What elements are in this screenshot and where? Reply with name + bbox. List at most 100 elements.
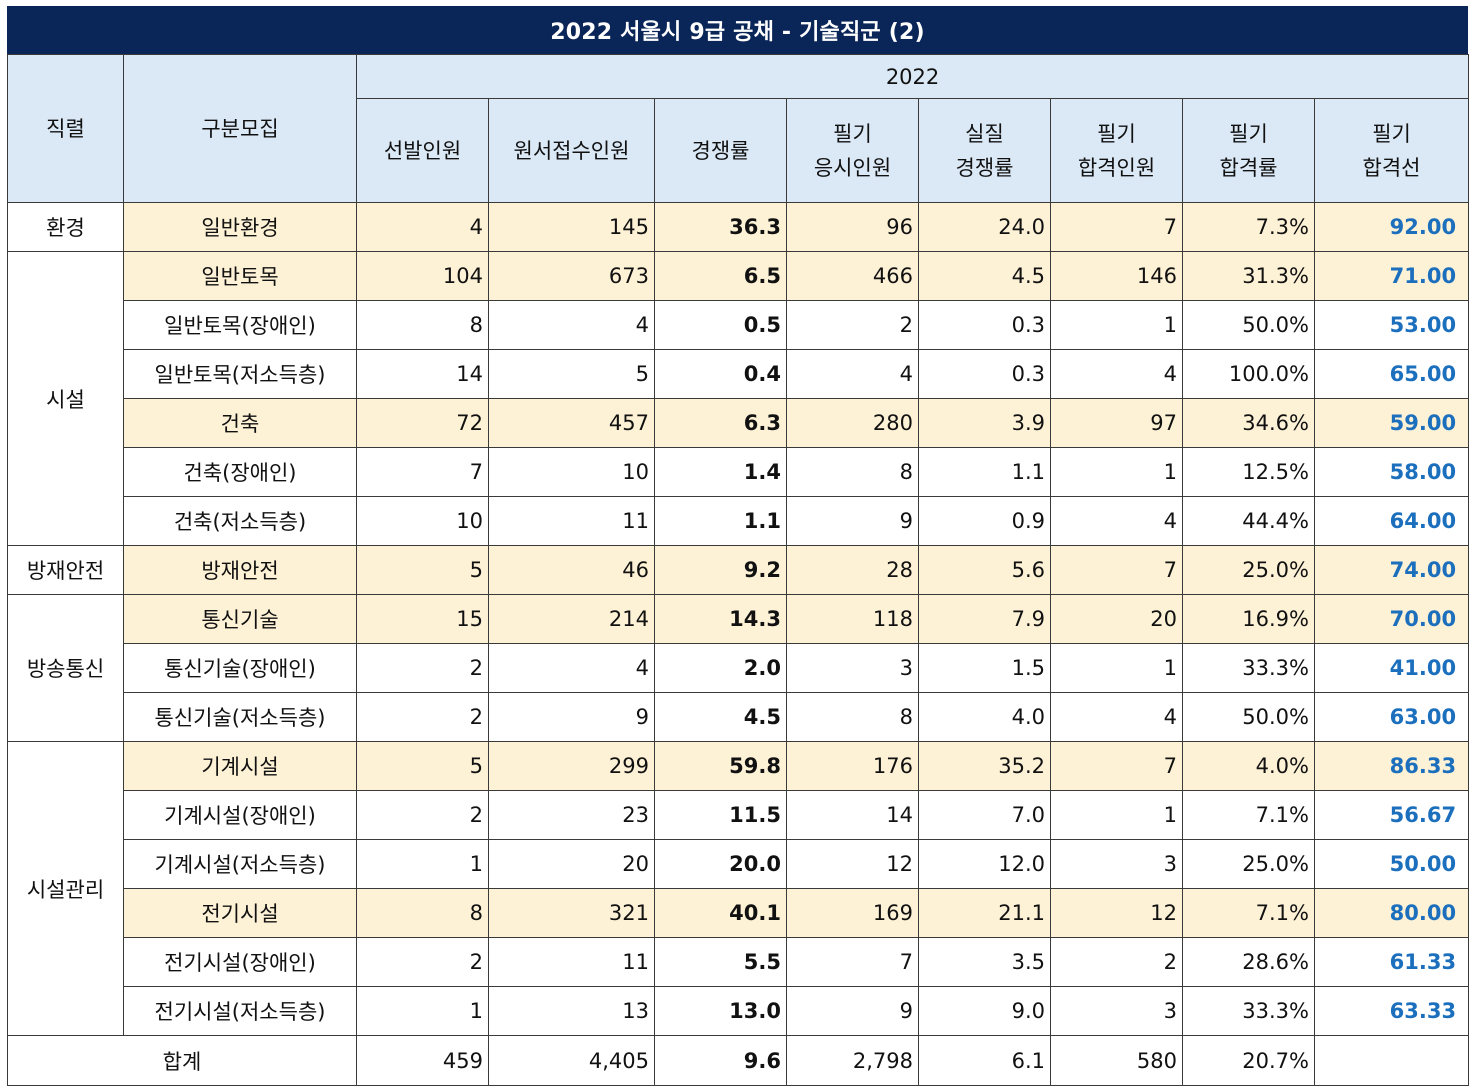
header-written-passed: 필기 합격인원 (1050, 98, 1183, 203)
cell-selected: 2 (356, 643, 489, 693)
table-row: 통신기술(저소득층) 2 9 4.5 8 4.0 4 50.0% 63.00 (8, 692, 1470, 742)
cell-category: 일반토목(저소득층) (123, 349, 357, 399)
cell-pass-rate: 33.3% (1182, 643, 1315, 693)
cell-written-passed: 12 (1050, 888, 1183, 938)
cell-category: 통신기술(장애인) (123, 643, 357, 693)
header-written-takers: 필기 응시인원 (786, 98, 919, 203)
group-cell: 방송통신 (7, 594, 124, 742)
cell-category: 전기시설(저소득층) (123, 986, 357, 1036)
cell-pass-rate: 12.5% (1182, 447, 1315, 497)
cell-competition: 9.2 (654, 545, 787, 595)
cell-pass-rate: 7.1% (1182, 790, 1315, 840)
cell-category: 기계시설 (123, 741, 357, 791)
cell-written-passed: 1 (1050, 300, 1183, 350)
cell-written-takers: 169 (786, 888, 919, 938)
cell-actual-competition: 9.0 (918, 986, 1051, 1036)
cell-written-takers: 28 (786, 545, 919, 595)
cell-applicants: 20 (488, 839, 655, 889)
cell-cutoff: 86.33 (1313, 741, 1470, 791)
cell-applicants: 4 (488, 300, 655, 350)
cell-applicants: 299 (488, 741, 655, 791)
table-row: 시설관리 기계시설 5 299 59.8 176 35.2 7 4.0% 86.33 (7, 741, 1470, 1036)
cell-actual-competition: 4.0 (918, 692, 1051, 742)
cell-written-takers: 14 (786, 790, 919, 840)
cell-selected: 104 (356, 251, 489, 301)
cell-pass-rate: 100.0% (1182, 349, 1315, 399)
cell-competition: 0.5 (654, 300, 787, 350)
cell-competition: 13.0 (654, 986, 787, 1036)
cell-applicants: 23 (488, 790, 655, 840)
cell-actual-competition: 0.3 (918, 349, 1051, 399)
cell-category: 통신기술 (123, 594, 357, 644)
cell-actual-competition: 0.9 (918, 496, 1051, 546)
cell-cutoff: 63.33 (1313, 986, 1470, 1036)
cell-competition: 2.0 (654, 643, 787, 693)
cell-competition: 11.5 (654, 790, 787, 840)
cell-actual-competition: 12.0 (918, 839, 1051, 889)
cell-actual-competition: 7.0 (918, 790, 1051, 840)
cell-written-takers: 8 (786, 447, 919, 497)
total-cell-applicants: 4,405 (488, 1035, 655, 1086)
group-cell: 시설관리 (7, 741, 124, 1036)
table-row: 기계시설(저소득층) 1 20 20.0 12 12.0 3 25.0% 50.00 (8, 839, 1470, 889)
cell-applicants: 4 (488, 643, 655, 693)
cell-selected: 8 (356, 888, 489, 938)
cell-category: 건축(저소득층) (123, 496, 357, 546)
cell-competition: 6.5 (654, 251, 787, 301)
results-table-container: 2022 서울시 9급 공채 - 기술직군 (2) 직렬 구분모집 2022 선… (7, 6, 1470, 1086)
cell-cutoff: 71.00 (1313, 251, 1470, 301)
cell-written-takers: 280 (786, 398, 919, 448)
total-cell-competition: 9.6 (654, 1035, 787, 1086)
cell-cutoff: 64.00 (1313, 496, 1470, 546)
cell-pass-rate: 34.6% (1182, 398, 1315, 448)
cell-applicants: 10 (488, 447, 655, 497)
cell-cutoff: 70.00 (1313, 594, 1470, 644)
cell-pass-rate: 50.0% (1182, 692, 1315, 742)
cell-applicants: 673 (488, 251, 655, 301)
cell-selected: 5 (356, 545, 489, 595)
header-cutoff: 필기 합격선 (1313, 98, 1470, 203)
cell-actual-competition: 1.1 (918, 447, 1051, 497)
cell-written-takers: 3 (786, 643, 919, 693)
cell-pass-rate: 25.0% (1182, 839, 1315, 889)
cell-selected: 15 (356, 594, 489, 644)
cell-category: 전기시설 (123, 888, 357, 938)
cell-selected: 2 (356, 790, 489, 840)
cell-selected: 7 (356, 447, 489, 497)
cell-cutoff: 59.00 (1313, 398, 1470, 448)
table-row: 환경 일반환경 4 145 36.3 96 24.0 7 7.3% 92.00 (7, 202, 1470, 252)
table-row: 방송통신 통신기술 15 214 14.3 118 7.9 20 16.9% 70.00 (7, 594, 1470, 742)
cell-actual-competition: 5.6 (918, 545, 1051, 595)
cell-selected: 4 (356, 202, 489, 252)
cell-competition: 20.0 (654, 839, 787, 889)
cell-cutoff: 80.00 (1313, 888, 1470, 938)
cell-cutoff: 56.67 (1313, 790, 1470, 840)
table-row: 시설 일반토목 104 673 6.5 466 4.5 146 31.3% 71.00 (7, 251, 1470, 546)
cell-written-passed: 7 (1050, 202, 1183, 252)
cell-category: 건축(장애인) (123, 447, 357, 497)
cell-actual-competition: 24.0 (918, 202, 1051, 252)
cell-actual-competition: 35.2 (918, 741, 1051, 791)
cell-pass-rate: 33.3% (1182, 986, 1315, 1036)
cell-written-passed: 2 (1050, 937, 1183, 987)
cell-written-passed: 146 (1050, 251, 1183, 301)
cell-selected: 14 (356, 349, 489, 399)
table-row: 건축(장애인) 7 10 1.4 8 1.1 1 12.5% 58.00 (8, 447, 1470, 497)
cell-category: 방재안전 (123, 545, 357, 595)
cell-pass-rate: 7.3% (1182, 202, 1315, 252)
cell-written-passed: 3 (1050, 839, 1183, 889)
cell-actual-competition: 1.5 (918, 643, 1051, 693)
cell-applicants: 46 (488, 545, 655, 595)
cell-written-passed: 7 (1050, 545, 1183, 595)
header-selected: 선발인원 (356, 98, 489, 203)
cell-written-takers: 9 (786, 986, 919, 1036)
cell-written-passed: 4 (1050, 496, 1183, 546)
cell-applicants: 11 (488, 496, 655, 546)
results-table: 직렬 구분모집 2022 선발인원 원서접수인원 경쟁률 필기 응시인원 실질 경쟁… (7, 54, 1470, 1086)
cell-cutoff: 53.00 (1313, 300, 1470, 350)
table-row: 통신기술(장애인) 2 4 2.0 3 1.5 1 33.3% 41.00 (8, 643, 1470, 693)
cell-selected: 1 (356, 986, 489, 1036)
cell-category: 기계시설(장애인) (123, 790, 357, 840)
header-actual-competition: 실질 경쟁률 (918, 98, 1051, 203)
cell-category: 일반환경 (123, 202, 357, 252)
